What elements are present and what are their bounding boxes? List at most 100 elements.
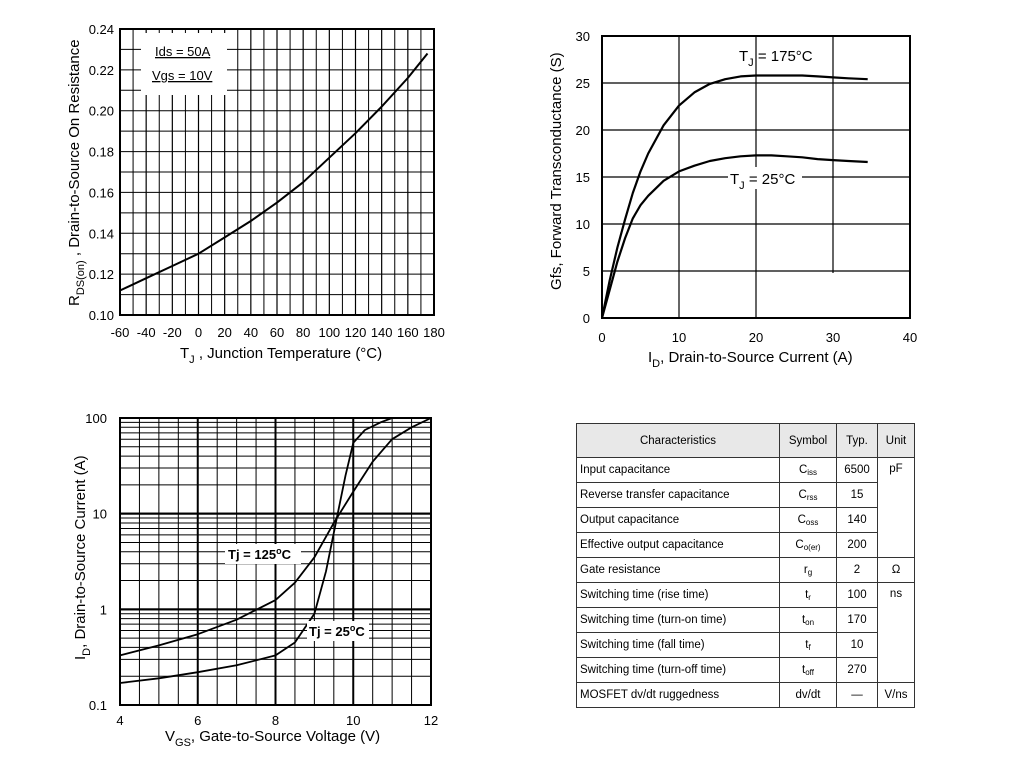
tick-labels: 0 10 20 30 40 0 5 10 15 20 25 30: [576, 29, 918, 345]
blank-patch: [768, 273, 834, 317]
x-axis-label: VGS, Gate-to-Source Voltage (V): [165, 728, 380, 749]
y-tick-label: 0.20: [89, 104, 114, 119]
y-axis-label: ID, Drain-to-Source Current (A): [72, 455, 93, 660]
header-characteristics: Characteristics: [576, 423, 780, 458]
series-label-25-main: Tj = 25: [309, 624, 350, 639]
cell-characteristic: Output capacitance: [576, 507, 780, 533]
series-label-25: Tj = 25oC: [309, 623, 365, 639]
x-axis-label-rest: , Gate-to-Source Voltage (V): [191, 728, 380, 745]
x-axis-label-sub: GS: [175, 737, 191, 749]
tick-labels: -60 -40 -20 0 20 40 60 80 100 120 140 160 180 0.10 0.1…: [89, 22, 445, 340]
x-axis-label-rest: , Drain-to-Source Current (A): [660, 349, 853, 366]
y-tick-label: 1: [100, 602, 107, 617]
cell-typ: 10: [836, 632, 878, 658]
chart-grid: [602, 36, 910, 318]
series-label-25-main: T: [730, 171, 739, 188]
series-label-25-rest: = 25°C: [745, 171, 796, 188]
y-tick-label: 25: [576, 76, 590, 91]
x-axis-label-sub: D: [652, 358, 660, 370]
y-axis-label-sub: DS(on): [75, 260, 87, 295]
y-axis-label-sub: D: [81, 648, 93, 656]
y-axis-label-main: I: [72, 656, 89, 660]
series-label-125-bg: [225, 544, 301, 564]
table-row: Input capacitance Ciss 6500 pF: [576, 457, 915, 558]
x-tick-label: -60: [111, 325, 130, 340]
cell-typ: 100: [836, 582, 878, 608]
symbol-sub: o(er): [803, 542, 821, 552]
x-axis-label-main: I: [648, 349, 652, 366]
y-axis-label: RDS(on) , Drain-to-Source On Resistance: [66, 39, 87, 306]
header-typ: Typ.: [836, 423, 878, 458]
cell-characteristic: Reverse transfer capacitance: [576, 482, 780, 508]
symbol-sub: iss: [807, 467, 818, 477]
cell-symbol: Ciss: [779, 457, 837, 483]
id-25c-curve: [119, 417, 393, 684]
x-tick-label: 100: [318, 325, 340, 340]
y-axis-label-rest: , Drain-to-Source On Resistance: [66, 39, 83, 260]
x-tick-label: 0: [598, 330, 605, 345]
series-label-175-main: T: [739, 48, 748, 65]
x-tick-label: 140: [371, 325, 393, 340]
cell-typ: 15: [836, 482, 878, 508]
x-tick-label: 8: [272, 713, 279, 728]
x-axis-label: TJ , Junction Temperature (°C): [180, 345, 382, 366]
y-tick-label: 0.14: [89, 226, 114, 241]
cell-symbol: Coss: [779, 507, 837, 533]
series-lines: [600, 74, 868, 319]
series-lines: [119, 417, 432, 684]
x-tick-label: 40: [903, 330, 917, 345]
cell-typ: 200: [836, 532, 878, 558]
cell-symbol: dv/dt: [779, 682, 837, 708]
cell-characteristic: MOSFET dv/dt ruggedness: [576, 682, 780, 708]
symbol-main: t: [802, 663, 806, 676]
table-row: MOSFET dv/dt ruggedness dv/dt — V/ns: [576, 682, 915, 708]
series-label-125-main: Tj = 125: [228, 547, 276, 562]
series-label-175: TJ = 175°C: [739, 48, 813, 69]
rdson-curve: [119, 52, 429, 292]
x-tick-label: 40: [244, 325, 258, 340]
cell-characteristic: Switching time (turn-off time): [576, 657, 780, 683]
y-axis-label: Gfs, Forward Transconductance (S): [548, 52, 565, 290]
cell-typ: 270: [836, 657, 878, 683]
series-label-25-bg: [307, 621, 369, 641]
annotation-box: [141, 33, 227, 95]
y-tick-label: 0: [583, 311, 590, 326]
x-axis-label: ID, Drain-to-Source Current (A): [648, 349, 853, 370]
x-tick-label: 120: [345, 325, 367, 340]
y-tick-label: 0.16: [89, 185, 114, 200]
table-row: Switching time (turn-off time) toff 270: [576, 657, 915, 683]
cell-characteristic: Switching time (turn-on time): [576, 607, 780, 633]
symbol-sub: f: [808, 642, 811, 652]
symbol-main: t: [801, 613, 806, 626]
cell-symbol: toff: [779, 657, 837, 683]
series-label-175-rest: = 175°C: [754, 48, 813, 65]
cell-typ: 6500: [836, 457, 878, 483]
x-tick-label: 4: [116, 713, 123, 728]
tick-labels: 4 6 8 10 12 0.1 1 10 100: [85, 411, 438, 728]
cell-typ: 2: [836, 557, 878, 583]
cell-symbol: tf: [779, 632, 837, 658]
x-axis-label-main: V: [165, 728, 175, 745]
series-label-25-bg: [728, 167, 802, 189]
y-tick-label: 30: [576, 29, 590, 44]
annotation-ids: Ids = 50A: [155, 44, 211, 59]
table-row: Switching time (fall time) tf 10: [576, 632, 915, 658]
y-tick-label: 15: [576, 170, 590, 185]
x-tick-label: 60: [270, 325, 284, 340]
cell-characteristic: Effective output capacitance: [576, 532, 780, 558]
x-tick-label: 10: [672, 330, 686, 345]
x-tick-label: 160: [397, 325, 419, 340]
gfs-175c-curve: [600, 74, 868, 319]
annotation-vgs: Vgs = 10V: [152, 68, 213, 83]
x-axis-label-main: T: [180, 345, 189, 362]
y-axis-label-rest: , Drain-to-Source Current (A): [72, 455, 89, 648]
cell-symbol: Co(er): [779, 532, 837, 558]
table-row: Output capacitance Coss 140: [576, 507, 915, 533]
cell-unit: pF: [877, 457, 915, 558]
symbol-main: C: [798, 463, 808, 476]
cell-unit: Ω: [877, 557, 915, 583]
cell-symbol: rg: [779, 557, 837, 583]
series-label-175-sub: J: [748, 57, 754, 69]
